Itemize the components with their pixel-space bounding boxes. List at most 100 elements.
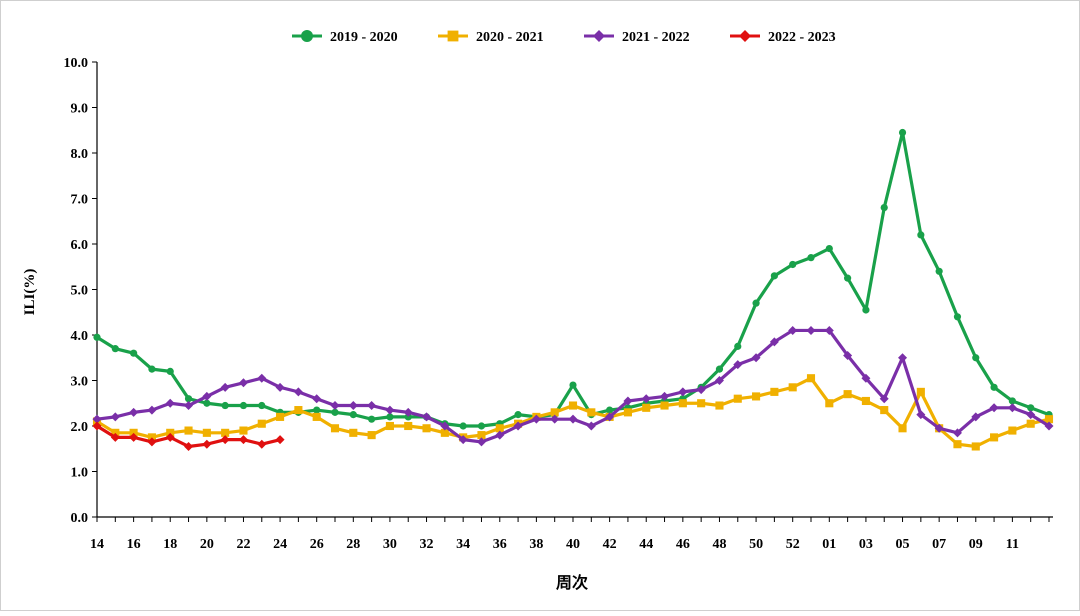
y-tick-label: 8.0 xyxy=(71,147,89,162)
data-point xyxy=(367,401,377,411)
data-point xyxy=(714,376,724,385)
legend-marker xyxy=(301,30,313,42)
data-point xyxy=(916,387,925,396)
x-tick-label: 11 xyxy=(1006,537,1019,552)
data-point xyxy=(934,423,944,433)
data-point xyxy=(879,394,889,404)
data-point xyxy=(769,337,779,347)
data-point xyxy=(550,408,559,417)
data-point xyxy=(422,412,432,422)
data-point xyxy=(1044,415,1054,424)
data-point xyxy=(952,428,962,438)
data-point xyxy=(184,395,193,403)
data-point xyxy=(825,399,834,408)
legend-item: 2022 - 2023 xyxy=(730,30,836,45)
data-point xyxy=(531,414,541,424)
data-point xyxy=(806,374,816,383)
data-point xyxy=(257,439,267,449)
data-point xyxy=(898,128,907,137)
x-tick-label: 09 xyxy=(969,537,983,552)
data-point xyxy=(275,435,285,445)
legend-item: 2021 - 2022 xyxy=(584,30,690,45)
series-2022-2023 xyxy=(92,421,285,451)
data-point xyxy=(898,353,908,363)
legend-label: 2020 - 2021 xyxy=(476,30,544,45)
data-point xyxy=(166,428,175,437)
data-point xyxy=(385,405,395,415)
data-point xyxy=(587,408,596,417)
data-point xyxy=(330,401,340,411)
data-point xyxy=(184,441,194,451)
data-point xyxy=(678,399,687,408)
data-point xyxy=(476,437,486,447)
data-point xyxy=(586,421,596,431)
data-point xyxy=(440,421,450,431)
data-point xyxy=(92,421,102,431)
data-point xyxy=(1026,410,1036,420)
legend-marker xyxy=(593,30,605,42)
data-point xyxy=(331,408,339,416)
data-point xyxy=(477,422,486,430)
data-point xyxy=(990,383,998,391)
legend: 2019 - 2020 2020 - 2021 2021 - 2022 2022 - … xyxy=(292,30,836,45)
x-tick-label: 40 xyxy=(566,537,580,552)
data-point xyxy=(238,378,248,388)
data-point xyxy=(312,394,322,404)
data-point xyxy=(752,299,760,307)
data-point xyxy=(514,411,522,419)
data-point xyxy=(184,426,193,435)
data-point xyxy=(1027,404,1035,412)
x-tick-label: 24 xyxy=(273,537,287,552)
data-point xyxy=(258,401,266,410)
data-point xyxy=(1026,419,1035,428)
data-point xyxy=(733,360,743,370)
data-point xyxy=(606,406,614,414)
data-point xyxy=(770,387,779,396)
x-axis-title: 周次 xyxy=(556,573,588,592)
data-point xyxy=(989,403,999,413)
data-point xyxy=(349,428,358,437)
data-point xyxy=(130,349,138,357)
data-point xyxy=(824,325,834,335)
data-point xyxy=(715,365,724,373)
data-point xyxy=(789,260,797,269)
data-point xyxy=(110,412,120,422)
data-point xyxy=(348,401,358,411)
x-tick-label: 16 xyxy=(127,537,141,552)
x-tick-label: 30 xyxy=(383,537,397,552)
data-point xyxy=(752,392,761,401)
data-point xyxy=(275,382,285,392)
x-tick-label: 28 xyxy=(346,537,360,552)
y-tick-label: 9.0 xyxy=(71,102,89,117)
data-point xyxy=(238,435,248,445)
x-tick-label: 26 xyxy=(310,537,324,552)
data-point xyxy=(843,350,853,360)
data-point xyxy=(972,354,980,362)
data-point xyxy=(129,428,138,437)
data-point xyxy=(220,382,230,392)
series-2021-2022 xyxy=(92,325,1054,447)
data-point xyxy=(92,414,102,424)
data-point xyxy=(440,428,449,437)
data-point xyxy=(147,405,157,415)
data-point xyxy=(953,313,962,321)
data-point xyxy=(165,398,175,408)
x-tick-label: 48 xyxy=(712,537,726,552)
data-point xyxy=(770,272,778,280)
data-point xyxy=(202,428,211,437)
x-tick-label: 34 xyxy=(456,537,470,552)
data-point xyxy=(257,373,267,383)
data-point xyxy=(953,440,962,449)
x-tick-label: 03 xyxy=(859,537,873,552)
data-point xyxy=(1007,403,1017,413)
data-point xyxy=(495,430,505,440)
data-point xyxy=(971,412,981,422)
data-point xyxy=(110,432,120,442)
data-point xyxy=(220,435,230,445)
x-tick-label: 46 xyxy=(676,537,690,552)
data-point xyxy=(386,413,394,421)
x-tick-label: 07 xyxy=(932,537,946,552)
y-tick-label: 0.0 xyxy=(71,511,89,526)
data-point xyxy=(221,428,230,437)
